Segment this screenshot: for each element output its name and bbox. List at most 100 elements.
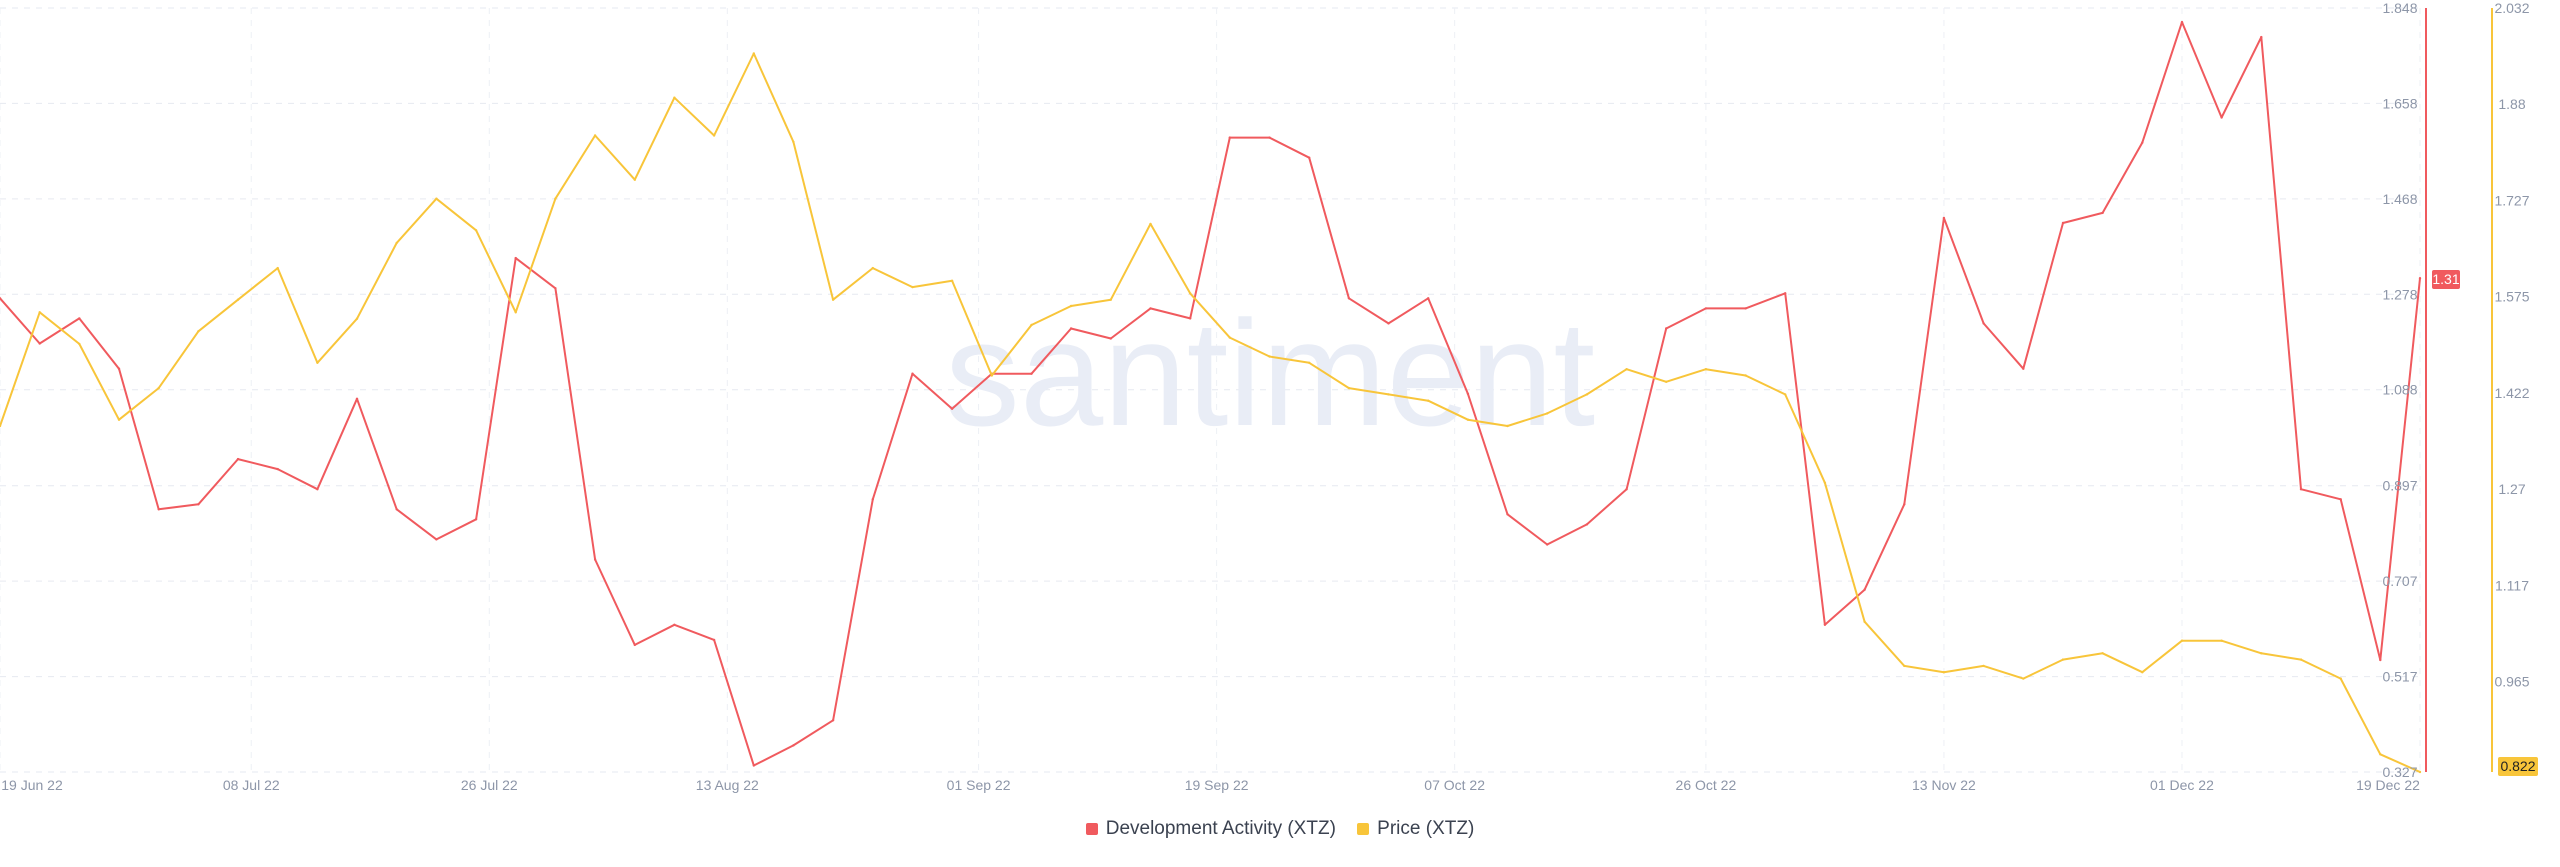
development-activity-point <box>2339 498 2342 501</box>
price-point <box>792 140 795 144</box>
development-activity-point <box>1308 156 1311 159</box>
price-point <box>236 298 240 301</box>
price-point <box>1387 393 1390 396</box>
development-activity-point <box>197 503 200 506</box>
price-point <box>1030 323 1033 327</box>
legend-item-development-activity[interactable]: Development Activity (XTZ) <box>1085 818 1336 840</box>
right-tick-label: 1.727 <box>2494 193 2529 209</box>
development-activity-point <box>752 764 755 767</box>
development-activity-point <box>593 558 597 561</box>
price-point <box>1308 361 1311 364</box>
legend: Development Activity (XTZ) Price (XTZ) <box>0 818 2560 841</box>
price-point <box>474 229 478 232</box>
development-activity-point <box>1585 523 1589 526</box>
price-last-value-badge: 0.822 <box>2498 757 2538 776</box>
right-tick-label: 1.88 <box>2498 96 2525 112</box>
development-activity-line <box>0 21 2421 767</box>
price-point <box>554 197 557 200</box>
x-tick-label: 01 Sep 22 <box>947 777 1011 793</box>
development-activity-point <box>395 508 398 511</box>
development-activity-point <box>1942 216 1946 220</box>
left-axis-ticks: 1.848 1.658 1.468 1.278 1.088 0.897 0.707 0.517… <box>2382 0 2417 780</box>
x-tick-label: 19 Dec 22 <box>2356 777 2420 793</box>
right-tick-label: 2.032 <box>2494 0 2529 16</box>
development-activity-point <box>474 518 478 521</box>
x-tick-label: 08 Jul 22 <box>223 777 280 793</box>
development-activity-point <box>1069 327 1073 330</box>
development-activity-point <box>2061 221 2065 225</box>
development-activity-point <box>1347 297 1351 300</box>
legend-swatch-development-activity <box>1085 823 1098 835</box>
development-activity-point <box>0 297 2 300</box>
legend-label-price: Price (XTZ) <box>1377 818 1475 839</box>
left-tick-label: 1.278 <box>2382 286 2417 302</box>
development-activity-point <box>2141 141 2144 144</box>
development-activity-point <box>871 498 874 501</box>
price-point <box>1506 424 1509 428</box>
right-tick-label: 1.575 <box>2494 289 2529 305</box>
development-activity-point <box>2180 20 2184 24</box>
x-tick-label: 13 Aug 22 <box>696 777 759 793</box>
development-activity-point <box>1387 322 1390 325</box>
development-activity-point <box>355 397 359 400</box>
price-point <box>593 134 597 137</box>
left-tick-label: 0.517 <box>2382 669 2417 685</box>
price-point <box>673 96 676 99</box>
price-point <box>2379 753 2382 756</box>
left-tick-label: 1.658 <box>2382 95 2417 111</box>
development-activity-point <box>1149 307 1152 310</box>
right-axis-ticks: 2.032 1.88 1.727 1.575 1.422 1.27 1.117 0.965 <box>2494 0 2529 690</box>
price-point <box>1546 412 1549 415</box>
price-point <box>2022 677 2025 680</box>
development-activity-point <box>1982 322 1985 325</box>
development-activity-point <box>514 256 517 260</box>
development-activity-point <box>1466 392 1470 395</box>
development-activity-point <box>1823 623 1827 626</box>
development-activity-point <box>673 623 676 626</box>
price-point <box>1189 292 1192 295</box>
price-point <box>2061 658 2065 661</box>
development-activity-point <box>2299 488 2303 491</box>
development-activity-point <box>911 372 914 375</box>
development-activity-point <box>2260 35 2263 39</box>
price-point <box>38 311 41 314</box>
price-point <box>990 374 993 377</box>
development-activity-point <box>950 407 954 410</box>
left-tick-label: 1.848 <box>2382 0 2417 16</box>
price-point <box>1665 380 1668 383</box>
development-activity-point <box>1228 136 1232 139</box>
price-point <box>1228 336 1232 339</box>
price-point <box>950 279 954 282</box>
price-line <box>0 52 2421 773</box>
development-activity-point <box>157 508 160 511</box>
x-tick-label: 01 Dec 22 <box>2150 777 2214 793</box>
price-point <box>514 311 517 314</box>
legend-swatch-price <box>1357 823 1370 835</box>
left-tick-label: 0.707 <box>2382 573 2417 589</box>
x-tick-label: 26 Oct 22 <box>1676 777 1737 793</box>
left-tick-label: 0.897 <box>2382 478 2417 494</box>
series-layer <box>0 20 2422 774</box>
price-point <box>2101 652 2104 655</box>
price-point <box>435 197 438 200</box>
left-tick-label: 1.088 <box>2382 382 2417 398</box>
price-point <box>2339 677 2342 680</box>
price-point <box>633 178 636 181</box>
price-point <box>1427 399 1430 402</box>
development-activity-point <box>1903 503 1906 506</box>
development-activity-point <box>38 342 41 345</box>
development-activity-point <box>1189 317 1192 320</box>
santiment-watermark: santiment <box>945 289 1595 457</box>
price-point <box>157 386 160 390</box>
development-activity-point <box>236 457 240 461</box>
price-point <box>316 361 319 364</box>
legend-item-price[interactable]: Price (XTZ) <box>1357 818 1474 840</box>
legend-label-development-activity: Development Activity (XTZ) <box>1105 818 1336 839</box>
price-point <box>117 418 121 421</box>
development-activity-point <box>1506 513 1509 516</box>
development-activity-point <box>1546 543 1549 546</box>
price-point <box>712 134 716 137</box>
price-point <box>395 241 398 245</box>
development-activity-point <box>1665 327 1668 330</box>
